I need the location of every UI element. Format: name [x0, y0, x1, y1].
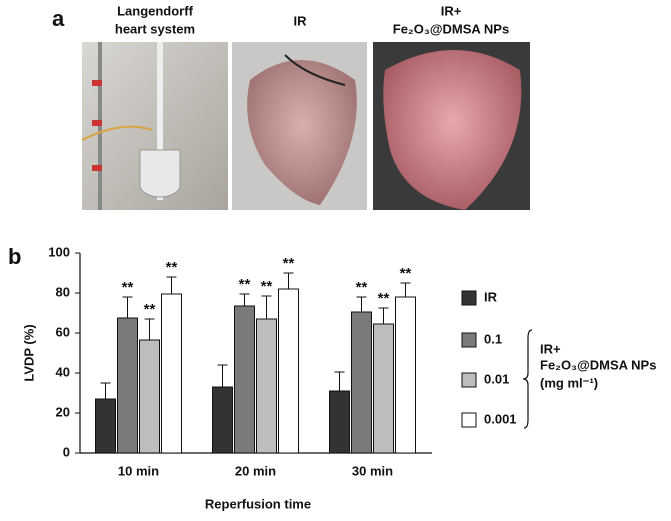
bar: [351, 311, 372, 454]
image-title: IR+: [441, 3, 462, 18]
photo-heart-treated: [373, 42, 530, 210]
y-tick-label: 20: [56, 404, 70, 419]
bar: [212, 386, 233, 454]
error-bar: [217, 364, 228, 387]
legend-group-label: IR+: [540, 341, 561, 356]
significance-label: **: [261, 278, 273, 295]
image-title: IR: [294, 13, 308, 28]
y-tick-label: 60: [56, 324, 70, 339]
panel-label: a: [52, 6, 65, 31]
bar: [395, 296, 416, 454]
panel-label: b: [8, 244, 21, 269]
legend-label: 0.1: [484, 331, 502, 346]
bar: [161, 293, 182, 454]
x-axis-label: Reperfusion time: [205, 496, 311, 511]
error-bar: [283, 272, 294, 289]
legend-group-label: (mg ml⁻¹): [540, 375, 598, 390]
bar: [234, 305, 255, 454]
legend-bracket: [522, 329, 533, 429]
significance-label: **: [144, 301, 156, 318]
error-bar: [239, 293, 250, 306]
bar: [373, 323, 394, 454]
y-tick-label: 40: [56, 364, 70, 379]
bar: [117, 317, 138, 454]
y-tick-label: 0: [63, 444, 70, 459]
error-bar: [334, 371, 345, 391]
image-title: Fe₂O₃@DMSA NPs: [393, 21, 509, 36]
legend-label: 0.001: [484, 411, 517, 426]
photo-heart-ir: [232, 42, 367, 210]
bar: [139, 339, 160, 454]
legend-swatch: [461, 412, 477, 428]
bar: [278, 288, 299, 454]
legend-swatch: [461, 372, 477, 388]
x-tick-label: 30 min: [352, 463, 393, 478]
significance-label: **: [283, 255, 295, 272]
x-tick-label: 10 min: [118, 463, 159, 478]
bar: [95, 398, 116, 454]
error-bar: [378, 307, 389, 324]
legend-label: IR: [484, 289, 498, 304]
error-bar: [166, 276, 177, 294]
y-axis-label: LVDP (%): [21, 324, 36, 381]
image-title: heart system: [115, 21, 195, 36]
bar: [256, 318, 277, 454]
significance-label: **: [239, 276, 251, 293]
y-tick-label: 100: [48, 244, 70, 259]
legend-label: 0.01: [484, 371, 509, 386]
significance-label: **: [122, 279, 134, 296]
legend-swatch: [461, 290, 477, 306]
bar: [329, 390, 350, 454]
significance-label: **: [356, 279, 368, 296]
error-bar: [144, 318, 155, 340]
y-tick-label: 80: [56, 284, 70, 299]
legend-group-label: Fe₂O₃@DMSA NPs: [540, 357, 656, 372]
error-bar: [356, 296, 367, 312]
error-bar: [100, 382, 111, 399]
significance-label: **: [166, 259, 178, 276]
legend-swatch: [461, 332, 477, 348]
significance-label: **: [378, 290, 390, 307]
photo-apparatus: [81, 42, 228, 210]
error-bar: [261, 295, 272, 319]
error-bar: [122, 296, 133, 318]
error-bar: [400, 282, 411, 297]
image-title: Langendorff: [117, 3, 193, 18]
x-tick-label: 20 min: [235, 463, 276, 478]
significance-label: **: [400, 265, 412, 282]
